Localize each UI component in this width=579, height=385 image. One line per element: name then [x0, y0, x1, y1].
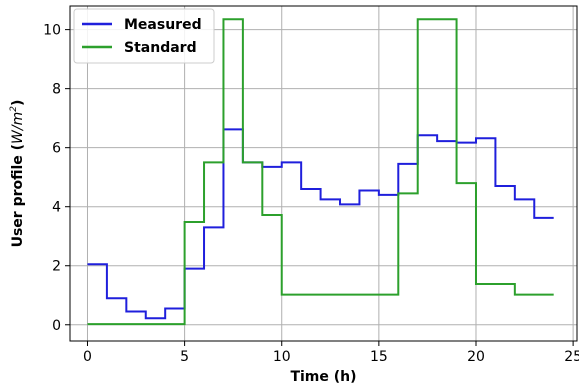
legend-label-measured: Measured [124, 17, 202, 33]
y-tick-label: 6 [52, 141, 61, 157]
x-tick-label: 25 [564, 349, 579, 365]
y-tick-label: 4 [52, 200, 61, 216]
y-tick-label: 8 [52, 82, 61, 98]
x-tick-label: 0 [83, 349, 92, 365]
y-tick-label: 2 [52, 259, 61, 275]
series-line-measured [87, 128, 554, 320]
legend: Measured Standard [73, 8, 215, 64]
y-axis-label-prefix: User profile ( [10, 144, 26, 247]
plot-frame [69, 5, 578, 342]
y-axis-label-unit: W/m [10, 112, 26, 144]
y-axis-label: User profile (W/m2) [9, 100, 26, 248]
y-axis-label-suffix: ) [10, 100, 26, 106]
legend-label-standard: Standard [124, 40, 197, 56]
y-tick-label: 0 [52, 318, 61, 334]
x-tick-label: 15 [370, 349, 388, 365]
axis-ticks: 0 5 10 15 20 25 0 2 4 6 8 10 [43, 23, 579, 365]
x-tick-label: 20 [467, 349, 485, 365]
y-tick-label: 10 [43, 23, 61, 39]
legend-box [73, 8, 215, 64]
series-lines [87, 18, 554, 326]
x-tick-label: 10 [273, 349, 291, 365]
x-axis-label: Time (h) [290, 369, 356, 385]
x-tick-label: 5 [180, 349, 189, 365]
y-axis-label-exponent: 2 [9, 106, 19, 112]
series-line-standard [87, 18, 554, 326]
